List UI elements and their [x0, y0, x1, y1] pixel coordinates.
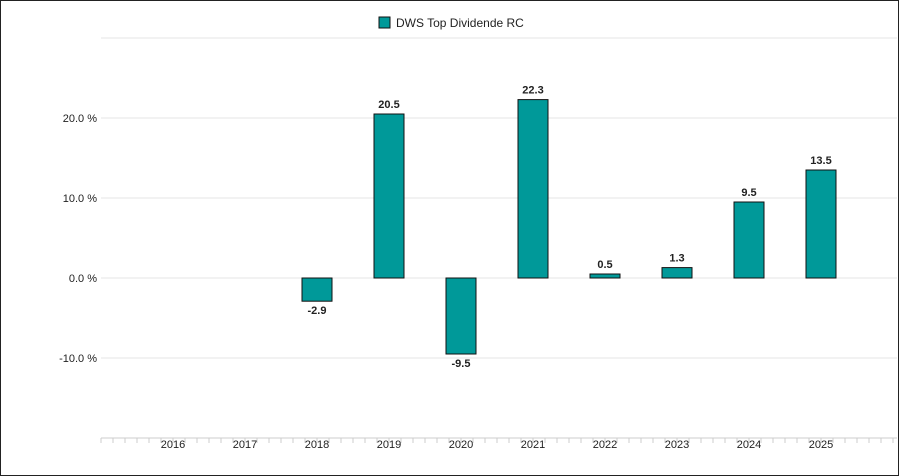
bar[interactable]: [301, 277, 333, 302]
data-labels: -2.9 20.5 -9.5 22.3 0.5 1.3 9.5 13.5: [308, 85, 832, 370]
legend-swatch: [378, 16, 391, 29]
y-tick-label: 0.0 %: [69, 273, 97, 285]
x-tick-label: 2023: [665, 439, 689, 451]
y-tick-label: 20.0 %: [63, 113, 97, 125]
x-tick-label: 2018: [305, 439, 329, 451]
data-label: 22.3: [522, 85, 543, 97]
legend[interactable]: DWS Top Dividende RC: [378, 16, 524, 30]
data-label: -2.9: [308, 305, 327, 317]
x-tick-label: 2017: [233, 439, 257, 451]
legend-label: DWS Top Dividende RC: [396, 16, 524, 30]
data-label: 13.5: [810, 155, 831, 167]
x-tick-label: 2025: [809, 439, 833, 451]
y-tick-label: 10.0 %: [63, 193, 97, 205]
bar-series: [301, 99, 837, 355]
data-label: 1.3: [669, 253, 684, 265]
data-label: 9.5: [741, 187, 756, 199]
x-tick-label: 2022: [593, 439, 617, 451]
x-tick-label: 2019: [377, 439, 401, 451]
bar[interactable]: [733, 201, 765, 279]
x-axis: 2016 2017 2018 2019 2020 2021 2022 2023 2024 2025: [100, 437, 897, 451]
x-tick-label: 2024: [737, 439, 761, 451]
bar[interactable]: [805, 169, 837, 279]
x-tick-label: 2021: [521, 439, 545, 451]
y-axis: 20.0 % 10.0 % 0.0 % -10.0 %: [59, 113, 97, 365]
x-tick-label: 2020: [449, 439, 473, 451]
y-tick-label: -10.0 %: [59, 353, 97, 365]
bar[interactable]: [589, 273, 621, 279]
data-label: 0.5: [597, 259, 612, 271]
bar[interactable]: [661, 267, 693, 279]
bar[interactable]: [373, 113, 405, 279]
data-label: -9.5: [452, 358, 471, 370]
grid-lines: [101, 37, 897, 359]
data-label: 20.5: [378, 99, 399, 111]
bar[interactable]: [517, 99, 549, 279]
x-tick-label: 2016: [161, 439, 185, 451]
bar[interactable]: [445, 277, 477, 355]
